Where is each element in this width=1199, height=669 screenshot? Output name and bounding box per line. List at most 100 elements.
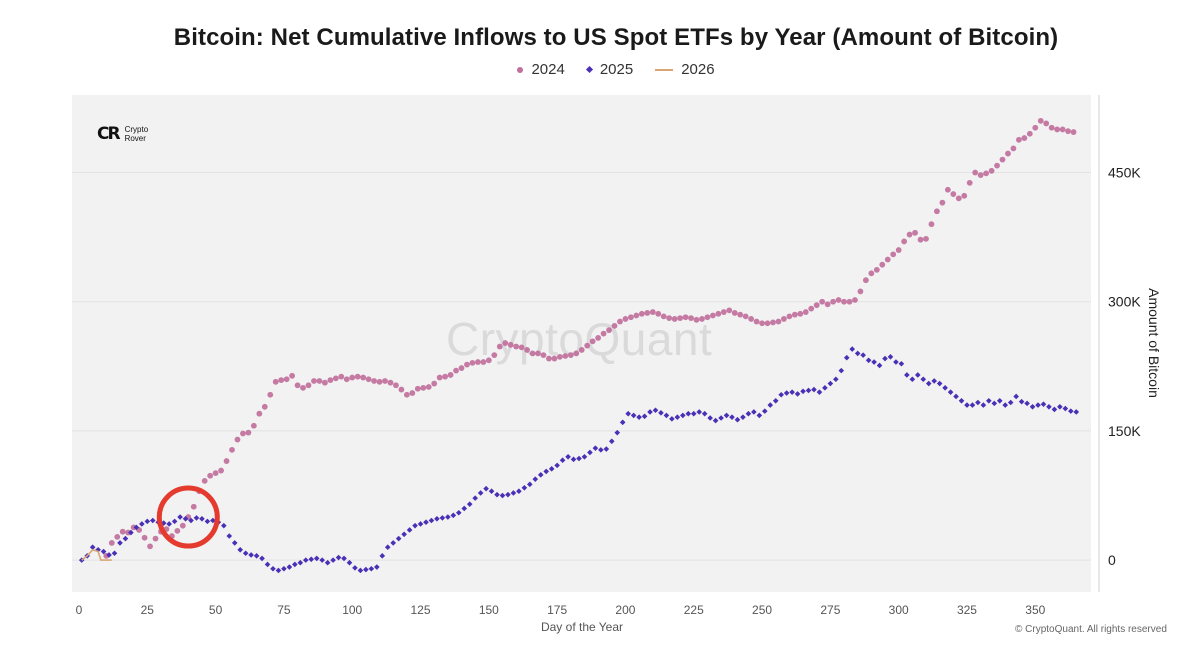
point-2024 [977, 172, 984, 179]
point-2024 [835, 297, 842, 303]
point-2025 [319, 557, 325, 563]
point-2024 [879, 261, 886, 268]
point-2024 [709, 312, 716, 319]
point-2025 [466, 501, 473, 507]
point-2025 [1040, 401, 1047, 408]
point-2025 [778, 391, 784, 398]
legend-item-2026[interactable]: 2026 [655, 61, 715, 78]
point-2025 [849, 346, 856, 352]
point-2025 [494, 491, 500, 498]
point-2025 [576, 455, 582, 462]
point-2024 [917, 236, 924, 243]
point-2025 [330, 557, 336, 563]
point-2024 [966, 179, 973, 186]
point-2025 [931, 378, 937, 384]
point-2025 [128, 529, 134, 536]
point-2024 [272, 378, 279, 385]
point-2025 [1024, 400, 1030, 407]
point-2024 [114, 533, 121, 540]
x-tick-label: 275 [820, 603, 840, 617]
point-2024 [1010, 145, 1017, 152]
point-2024 [578, 347, 585, 353]
point-2024 [305, 382, 312, 389]
point-2024 [458, 365, 465, 371]
point-2024 [496, 343, 503, 350]
point-2024 [174, 527, 181, 534]
point-2024 [688, 315, 694, 321]
point-2024 [972, 169, 979, 176]
point-2025 [374, 564, 380, 570]
point-2024 [901, 238, 908, 245]
point-2024 [873, 266, 880, 273]
point-2024 [491, 352, 498, 359]
point-2025 [1051, 406, 1058, 413]
point-2025 [598, 447, 604, 453]
point-2025 [292, 561, 298, 568]
point-2025 [608, 438, 615, 445]
point-2025 [953, 393, 959, 400]
point-2025 [346, 559, 353, 566]
point-2024 [540, 352, 547, 359]
point-2024 [403, 391, 410, 398]
point-2024 [507, 341, 514, 348]
point-2025 [166, 521, 172, 527]
point-2025 [652, 407, 659, 414]
x-tick-label: 0 [76, 603, 83, 617]
point-2025 [139, 521, 145, 527]
legend-item-2024[interactable]: 2024 [517, 61, 565, 78]
point-2024 [546, 355, 552, 362]
point-2025 [231, 540, 238, 546]
point-2025 [210, 517, 216, 524]
point-2025 [991, 400, 998, 407]
point-2025 [193, 515, 200, 521]
point-2024 [622, 316, 629, 322]
x-tick-label: 300 [889, 603, 909, 617]
point-2024 [944, 186, 951, 193]
point-2024 [141, 534, 148, 541]
point-2024 [748, 316, 755, 322]
point-2024 [704, 314, 711, 321]
point-2024 [332, 375, 339, 382]
point-2025 [335, 554, 342, 561]
point-2024 [742, 313, 749, 320]
point-2025 [144, 518, 151, 525]
point-2024 [764, 320, 771, 327]
point-2025 [352, 565, 358, 571]
legend: 2024 2025 2026 [0, 61, 1199, 78]
point-2024 [207, 472, 214, 479]
point-2024 [720, 309, 727, 315]
point-2024 [912, 229, 918, 236]
point-2025 [412, 522, 418, 529]
x-tick-label: 150 [479, 603, 499, 617]
point-2025 [860, 352, 866, 358]
point-2024 [322, 379, 328, 386]
point-2025 [237, 546, 244, 553]
point-2025 [548, 466, 555, 472]
point-2025 [871, 359, 877, 365]
point-2025 [1029, 404, 1036, 410]
point-2024 [988, 167, 995, 174]
point-2024 [1032, 124, 1039, 131]
point-2025 [275, 567, 282, 574]
plot-area [72, 95, 1091, 592]
point-2024 [589, 338, 596, 345]
legend-label-2025: 2025 [599, 61, 634, 78]
point-2024 [349, 374, 356, 381]
point-2024 [950, 191, 957, 197]
point-2025 [445, 514, 451, 520]
point-2024 [179, 522, 186, 529]
point-2025 [133, 524, 140, 531]
point-2024 [240, 430, 246, 437]
legend-label-2026: 2026 [681, 61, 715, 78]
point-2025 [363, 566, 369, 573]
point-2024 [961, 192, 968, 199]
point-2025 [450, 512, 457, 519]
point-2025 [226, 533, 233, 539]
legend-item-2025[interactable]: 2025 [585, 61, 634, 78]
point-2024 [108, 540, 115, 546]
point-2024 [841, 298, 847, 305]
point-2024 [737, 311, 744, 318]
point-2025 [111, 550, 118, 557]
point-2025 [975, 399, 981, 406]
point-2024 [802, 309, 809, 315]
